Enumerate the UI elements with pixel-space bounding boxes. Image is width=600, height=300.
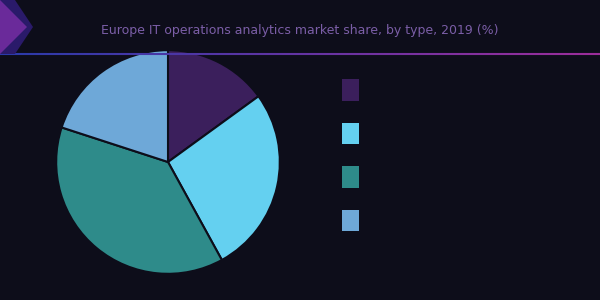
Wedge shape (168, 50, 259, 162)
Text: Europe IT operations analytics market share, by type, 2019 (%): Europe IT operations analytics market sh… (101, 24, 499, 37)
Wedge shape (168, 96, 280, 260)
Wedge shape (62, 50, 168, 162)
Wedge shape (56, 128, 222, 274)
